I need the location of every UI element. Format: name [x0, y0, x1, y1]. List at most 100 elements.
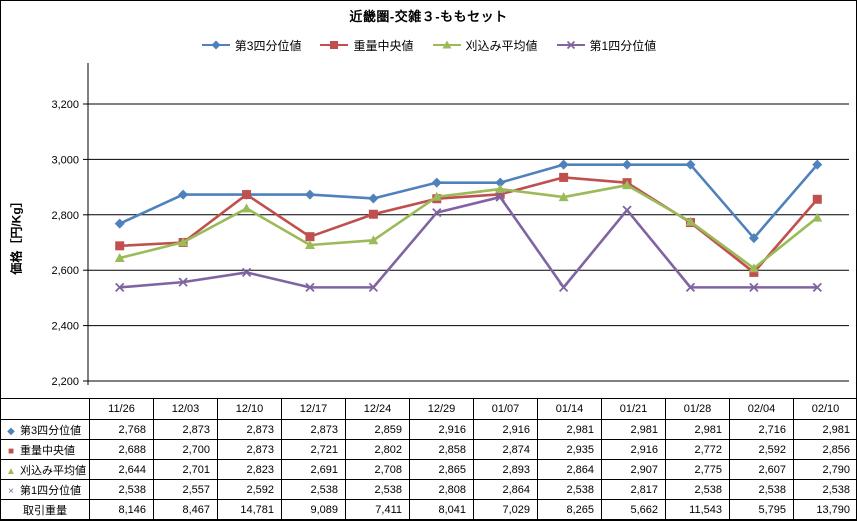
x-marker-icon: [749, 282, 759, 293]
series-line: [118, 195, 819, 289]
row-label-cell: 取引重量: [1, 499, 90, 520]
value-cell: 2,865: [409, 459, 474, 480]
legend-item: 重量中央値: [319, 37, 414, 54]
value-cell: 7,029: [473, 499, 538, 520]
value-cell: 2,721: [281, 439, 346, 460]
date-header-cell: 02/04: [729, 398, 794, 420]
y-tick-label: 2,800: [51, 210, 79, 222]
triangle-marker-icon: [685, 216, 696, 226]
date-header-cell: 12/24: [345, 398, 410, 420]
value-cell: 2,700: [153, 439, 218, 460]
legend-item: 第3四分位値: [201, 37, 301, 54]
diamond-marker-icon: [304, 189, 315, 200]
value-cell: 8,041: [409, 499, 474, 520]
row-label-cell: ◆ 第3四分位値: [1, 419, 90, 440]
value-cell: 2,538: [793, 479, 856, 500]
diamond-marker-icon: [685, 159, 696, 170]
value-cell: 2,808: [409, 479, 474, 500]
value-cell: 2,981: [537, 419, 602, 440]
value-cell: 2,859: [345, 419, 410, 440]
row-label-cell: ▲ 刈込み平均値: [1, 459, 90, 480]
value-cell: 2,981: [793, 419, 856, 440]
value-cell: 2,768: [89, 419, 154, 440]
value-cell: 2,772: [665, 439, 730, 460]
square-legend-icon: [320, 41, 349, 49]
row-label: 取引重量: [23, 504, 67, 517]
square-marker-icon: [330, 41, 339, 49]
x-marker-icon: [812, 282, 822, 293]
value-cell: 2,817: [601, 479, 666, 500]
triangle-marker-icon: [495, 184, 506, 194]
triangle-marker-icon: [558, 192, 569, 202]
value-cell: 2,873: [281, 419, 346, 440]
value-cell: 2,864: [473, 479, 538, 500]
value-cell: 2,916: [409, 419, 474, 440]
row-label: 重量中央値: [20, 444, 75, 457]
date-header-cell: 12/03: [153, 398, 218, 420]
triangle-marker-icon: [431, 191, 442, 201]
square-marker-icon: [305, 232, 315, 242]
value-cell: 2,856: [793, 439, 856, 460]
square-marker-icon: [495, 189, 505, 199]
y-axis-title: 価格［円/Kg］: [9, 195, 24, 275]
value-cell: 14,781: [217, 499, 282, 520]
value-cell: 2,873: [217, 439, 282, 460]
value-cell: 2,864: [537, 459, 602, 480]
value-cell: 2,907: [601, 459, 666, 480]
value-cell: 11,543: [665, 499, 730, 520]
value-cell: 2,823: [217, 459, 282, 480]
date-header-cell: 12/10: [217, 398, 282, 420]
date-header-cell: 01/21: [601, 398, 666, 420]
x-marker-icon: [622, 205, 632, 215]
x-marker-icon: [305, 282, 315, 293]
date-header-cell: 12/29: [409, 398, 474, 420]
legend-item: 刈込み平均値: [432, 37, 538, 54]
diamond-marker-icon: [114, 218, 125, 229]
diamond-icon: ◆: [7, 425, 15, 437]
diamond-legend-icon: [201, 40, 230, 50]
y-tick-label: 2,400: [51, 321, 79, 333]
date-header-cell: 12/17: [281, 398, 346, 420]
date-header-cell: 01/07: [473, 398, 538, 420]
x-marker-icon: [241, 267, 252, 278]
square-marker-icon: [559, 172, 569, 182]
value-cell: 2,981: [601, 419, 666, 440]
date-header-cell: 11/26: [89, 398, 154, 420]
diamond-marker-icon: [622, 159, 633, 170]
x-marker-icon: [558, 282, 569, 293]
value-cell: 2,538: [537, 479, 602, 500]
square-marker-icon: [115, 241, 125, 251]
triangle-marker-icon: [114, 253, 125, 263]
triangle-marker-icon: [241, 203, 252, 213]
value-cell: 8,265: [537, 499, 602, 520]
triangle-marker-icon: [442, 40, 451, 49]
value-cell: 5,795: [729, 499, 794, 520]
value-cell: 2,557: [153, 479, 218, 500]
table-row: ◆ 第3四分位値 2,768 2,873 2,873 2,873 2,859 2,916 2,9…: [1, 419, 856, 440]
value-cell: 2,607: [729, 459, 794, 480]
date-header-cell: 01/14: [537, 398, 602, 420]
y-tick-label: 2,200: [51, 376, 79, 388]
chart-title: 近畿圏-交雑３-ももセット: [349, 9, 508, 24]
diamond-marker-icon: [178, 189, 189, 200]
x-marker-icon: [115, 282, 125, 293]
square-marker-icon: [749, 267, 759, 277]
table-body: ◆ 第3四分位値 2,768 2,873 2,873 2,873 2,859 2,916 2,9…: [1, 419, 856, 520]
value-cell: 2,538: [665, 479, 730, 500]
value-cell: 2,873: [217, 419, 282, 440]
series-line: [118, 163, 819, 240]
value-cell: 2,538: [345, 479, 410, 500]
diamond-marker-icon: [748, 233, 759, 244]
legend-label: 刈込み平均値: [465, 38, 538, 53]
value-cell: 2,916: [473, 419, 538, 440]
value-cell: 2,873: [153, 419, 218, 440]
value-cell: 2,716: [729, 419, 794, 440]
triangle-marker-icon: [748, 263, 759, 273]
diamond-marker-icon: [558, 159, 569, 170]
x-icon: ×: [8, 485, 14, 497]
triangle-marker-icon: [178, 237, 189, 247]
value-cell: 2,701: [153, 459, 218, 480]
diamond-marker-icon: [431, 177, 442, 188]
value-cell: 2,858: [409, 439, 474, 460]
